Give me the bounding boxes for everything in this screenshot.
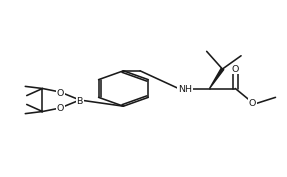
Text: O: O [57,88,64,98]
Text: O: O [249,99,256,108]
Polygon shape [210,69,224,88]
Text: O: O [57,104,64,113]
Text: O: O [232,65,239,74]
Text: NH: NH [178,85,192,94]
Text: B: B [77,96,83,105]
